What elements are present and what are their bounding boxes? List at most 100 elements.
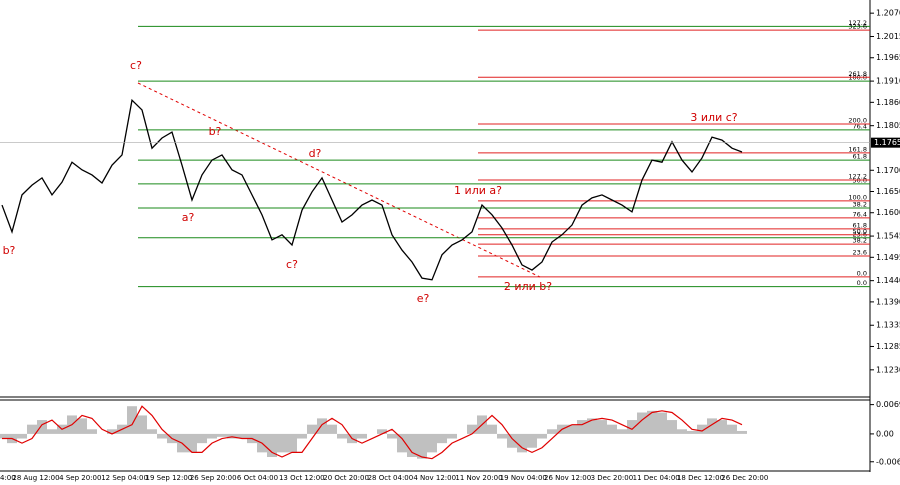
x-tick-label: 3 Dec 20:00 xyxy=(591,474,634,482)
y-tick-label: 1.1545 xyxy=(876,232,900,241)
histogram-bar xyxy=(217,433,227,437)
histogram-bar xyxy=(677,429,687,434)
x-tick-label: 11 Dec 04:00 xyxy=(633,474,680,482)
x-tick-label: 11 Nov 20:00 xyxy=(455,474,502,482)
histogram-bar xyxy=(137,415,147,434)
y-tick-label: 0.00698 xyxy=(876,400,900,409)
histogram-bar xyxy=(627,420,637,434)
wave-label: b? xyxy=(3,244,16,257)
histogram-bar xyxy=(127,406,137,434)
histogram-bar xyxy=(267,433,277,457)
fib-label: 61.8 xyxy=(853,221,867,229)
histogram-bar xyxy=(157,433,167,439)
y-tick-label: -0.00664 xyxy=(876,457,900,466)
fib-label: 23.6 xyxy=(853,230,867,238)
histogram-bar xyxy=(597,420,607,434)
histogram-bar xyxy=(637,412,647,434)
signal-line xyxy=(2,405,743,460)
wave-label: c? xyxy=(130,59,142,72)
histogram-bar xyxy=(77,418,87,434)
y-tick-label: 1.1805 xyxy=(876,121,900,130)
x-tick-label: 28 Oct 04:00 xyxy=(368,474,414,482)
y-tick-label: 1.1860 xyxy=(876,98,900,107)
histogram-bar xyxy=(497,433,507,439)
x-tick-label: 6 Oct 04:00 xyxy=(237,474,278,482)
histogram-bar xyxy=(717,420,727,434)
histogram-bar xyxy=(387,433,397,439)
histogram-bar xyxy=(237,433,247,439)
y-tick-label: 1.2015 xyxy=(876,32,900,41)
last-price-box xyxy=(871,137,900,148)
x-tick-label: 26 Sep 20:00 xyxy=(190,474,237,482)
histogram-bar xyxy=(537,433,547,439)
y-tick-label: 1.1910 xyxy=(876,77,900,86)
histogram-bar xyxy=(447,433,457,439)
x-tick-label: 19 Nov 04:00 xyxy=(500,474,547,482)
wave-label: 3 или c? xyxy=(690,111,737,124)
x-tick-label: 20 Oct 20:00 xyxy=(323,474,369,482)
wave-label: 1 или a? xyxy=(454,184,502,197)
x-tick-label: 26 Nov 12:00 xyxy=(544,474,591,482)
histogram-bar xyxy=(437,433,447,444)
y-tick-label: 1.1285 xyxy=(876,342,900,351)
histogram-bar xyxy=(607,424,617,434)
histogram-bar xyxy=(47,429,57,434)
y-tick-label: 1.2070 xyxy=(876,9,900,18)
fib-label: 261.8 xyxy=(848,70,867,78)
histogram-bar xyxy=(667,420,677,434)
y-tick-label: 1.1390 xyxy=(876,297,900,306)
y-tick-label: 1.1335 xyxy=(876,321,900,330)
fib-label: 161.8 xyxy=(848,145,867,153)
histogram-bar xyxy=(27,424,37,434)
histogram-bar xyxy=(617,429,627,434)
x-tick-label: 13 Oct 12:00 xyxy=(279,474,325,482)
histogram-bar xyxy=(657,412,667,434)
fib-label: 50.0 xyxy=(853,227,867,235)
last-price-label: 1.1765 xyxy=(874,138,900,147)
histogram-bar xyxy=(417,433,427,459)
histogram-bar xyxy=(207,433,217,439)
wave-label: d? xyxy=(309,147,322,160)
x-tick-label: 18 Dec 12:00 xyxy=(677,474,724,482)
histogram-bar xyxy=(0,433,7,439)
histogram-bar xyxy=(487,424,497,434)
wave-label: b? xyxy=(209,125,222,138)
histogram-bar xyxy=(297,433,307,439)
y-tick-label: 1.1650 xyxy=(876,187,900,196)
histogram-bar xyxy=(707,418,717,434)
fib-label: 61.8 xyxy=(853,153,867,161)
fib-label: 100.0 xyxy=(848,193,867,201)
histogram-bar xyxy=(187,433,197,453)
fib-label: 0.0 xyxy=(857,279,867,287)
fib-label: 323.6 xyxy=(848,23,867,31)
histogram-bar xyxy=(397,433,407,453)
x-tick-label: 12 Sep 04:00 xyxy=(101,474,148,482)
histogram-bar xyxy=(377,429,387,434)
fib-label: 76.4 xyxy=(853,210,867,218)
fib-label: 38.2 xyxy=(853,237,867,245)
histogram-bar xyxy=(647,410,657,434)
trend-line xyxy=(137,82,541,278)
fib-label: 200.0 xyxy=(848,116,867,124)
histogram-bar xyxy=(17,433,27,439)
fib-label: 127.2 xyxy=(848,19,867,27)
histogram-bar xyxy=(197,433,207,444)
y-tick-label: 1.1600 xyxy=(876,208,900,217)
y-tick-label: 1.1700 xyxy=(876,166,900,175)
x-tick-label: 4 Sep 20:00 xyxy=(59,474,101,482)
fib-label: 0.0 xyxy=(857,269,867,277)
histogram-bar xyxy=(687,430,697,434)
histogram-bar xyxy=(577,420,587,434)
histogram-bar xyxy=(507,433,517,448)
histogram-bar xyxy=(587,418,597,434)
histogram-bar xyxy=(357,433,367,439)
fib-label: 23.6 xyxy=(853,249,867,257)
histogram-bar xyxy=(527,433,537,448)
histogram-bar xyxy=(147,429,157,434)
y-tick-label: 1.1495 xyxy=(876,253,900,262)
wave-label: 2 или b? xyxy=(504,280,552,293)
fib-label: 38.2 xyxy=(853,201,867,209)
x-tick-label: 19 Sep 12:00 xyxy=(146,474,193,482)
histogram-bar xyxy=(737,430,747,434)
histogram-bar xyxy=(87,429,97,434)
